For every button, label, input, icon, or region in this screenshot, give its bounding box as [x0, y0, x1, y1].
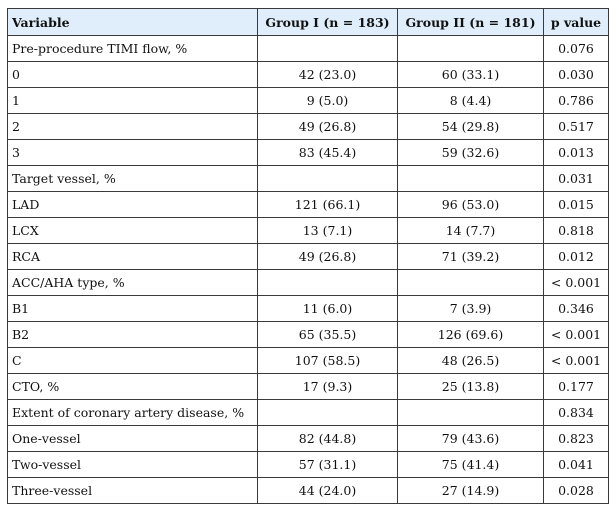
cell-group-1: 83 (45.4)	[257, 139, 398, 166]
cell-group-1: 57 (31.1)	[257, 451, 398, 478]
table-row: 3 83 (45.4) 59 (32.6) 0.013	[7, 139, 609, 166]
cell-group-2: 27 (14.9)	[397, 477, 544, 504]
table-row: LAD 121 (66.1) 96 (53.0) 0.015	[7, 191, 609, 218]
cell-group-1: 13 (7.1)	[257, 217, 398, 244]
table-row: RCA 49 (26.8) 71 (39.2) 0.012	[7, 243, 609, 270]
cell-p-value: 0.076	[543, 35, 609, 62]
cell-group-1	[257, 35, 398, 62]
cell-group-2: 75 (41.4)	[397, 451, 544, 478]
column-header-group-2: Group II (n = 181)	[397, 8, 544, 36]
table-header: Variable Group I (n = 183) Group II (n =…	[7, 8, 609, 36]
cell-variable: B1	[7, 295, 258, 322]
cell-group-2: 60 (33.1)	[397, 61, 544, 88]
table-row: Extent of coronary artery disease, % 0.83…	[7, 399, 609, 426]
cell-p-value: 0.818	[543, 217, 609, 244]
cell-variable: Three-vessel	[7, 477, 258, 504]
cell-group-1: 11 (6.0)	[257, 295, 398, 322]
cell-variable: One-vessel	[7, 425, 258, 452]
cell-variable: 1	[7, 87, 258, 114]
cell-p-value: < 0.001	[543, 321, 609, 348]
cell-variable: 3	[7, 139, 258, 166]
cell-group-1: 121 (66.1)	[257, 191, 398, 218]
table-row: 0 42 (23.0) 60 (33.1) 0.030	[7, 61, 609, 88]
cell-variable: Two-vessel	[7, 451, 258, 478]
cell-group-2: 59 (32.6)	[397, 139, 544, 166]
cell-group-2	[397, 269, 544, 296]
column-header-p-value: p value	[543, 8, 609, 36]
cell-variable: 0	[7, 61, 258, 88]
table-row: CTO, % 17 (9.3) 25 (13.8) 0.177	[7, 373, 609, 400]
table-row: C 107 (58.5) 48 (26.5) < 0.001	[7, 347, 609, 374]
cell-group-1	[257, 165, 398, 192]
table-row: B2 65 (35.5) 126 (69.6) < 0.001	[7, 321, 609, 348]
cell-group-2: 14 (7.7)	[397, 217, 544, 244]
cell-p-value: 0.041	[543, 451, 609, 478]
cell-p-value: 0.786	[543, 87, 609, 114]
cell-p-value: 0.028	[543, 477, 609, 504]
cell-group-2: 48 (26.5)	[397, 347, 544, 374]
column-header-variable: Variable	[7, 8, 258, 36]
cell-group-1: 17 (9.3)	[257, 373, 398, 400]
table-row: ACC/AHA type, % < 0.001	[7, 269, 609, 296]
cell-variable: C	[7, 347, 258, 374]
cell-group-2: 25 (13.8)	[397, 373, 544, 400]
cell-group-1: 49 (26.8)	[257, 113, 398, 140]
cell-variable: B2	[7, 321, 258, 348]
cell-p-value: 0.030	[543, 61, 609, 88]
table-row: One-vessel 82 (44.8) 79 (43.6) 0.823	[7, 425, 609, 452]
column-header-group-1: Group I (n = 183)	[257, 8, 398, 36]
cell-variable: LCX	[7, 217, 258, 244]
cell-group-1	[257, 269, 398, 296]
cell-p-value: 0.517	[543, 113, 609, 140]
cell-p-value: 0.823	[543, 425, 609, 452]
cell-group-2	[397, 165, 544, 192]
cell-group-2: 8 (4.4)	[397, 87, 544, 114]
table-row: Three-vessel 44 (24.0) 27 (14.9) 0.028	[7, 477, 609, 504]
cell-group-2: 54 (29.8)	[397, 113, 544, 140]
cell-group-1: 82 (44.8)	[257, 425, 398, 452]
cell-p-value: 0.346	[543, 295, 609, 322]
cell-group-1	[257, 399, 398, 426]
cell-variable: Target vessel, %	[7, 165, 258, 192]
cell-group-2: 96 (53.0)	[397, 191, 544, 218]
angiographic-characteristics-table: Variable Group I (n = 183) Group II (n =…	[7, 8, 609, 504]
cell-p-value: 0.834	[543, 399, 609, 426]
cell-group-2	[397, 35, 544, 62]
table-row: LCX 13 (7.1) 14 (7.7) 0.818	[7, 217, 609, 244]
cell-group-2	[397, 399, 544, 426]
cell-group-2: 71 (39.2)	[397, 243, 544, 270]
table-row: Target vessel, % 0.031	[7, 165, 609, 192]
cell-variable: LAD	[7, 191, 258, 218]
table-row: B1 11 (6.0) 7 (3.9) 0.346	[7, 295, 609, 322]
cell-variable: 2	[7, 113, 258, 140]
cell-group-1: 42 (23.0)	[257, 61, 398, 88]
cell-p-value: 0.031	[543, 165, 609, 192]
table-row: 2 49 (26.8) 54 (29.8) 0.517	[7, 113, 609, 140]
cell-p-value: < 0.001	[543, 269, 609, 296]
cell-variable: Extent of coronary artery disease, %	[7, 399, 258, 426]
cell-group-1: 9 (5.0)	[257, 87, 398, 114]
cell-p-value: 0.012	[543, 243, 609, 270]
table-row: Pre-procedure TIMI flow, % 0.076	[7, 35, 609, 62]
cell-group-1: 65 (35.5)	[257, 321, 398, 348]
table-body: Pre-procedure TIMI flow, % 0.076 0 42 (23.0…	[7, 35, 609, 504]
cell-p-value: 0.177	[543, 373, 609, 400]
cell-variable: ACC/AHA type, %	[7, 269, 258, 296]
cell-group-2: 79 (43.6)	[397, 425, 544, 452]
header-row: Variable Group I (n = 183) Group II (n =…	[7, 8, 609, 36]
table-container: Variable Group I (n = 183) Group II (n =…	[7, 8, 609, 504]
cell-group-1: 49 (26.8)	[257, 243, 398, 270]
cell-variable: RCA	[7, 243, 258, 270]
cell-group-2: 126 (69.6)	[397, 321, 544, 348]
cell-group-1: 44 (24.0)	[257, 477, 398, 504]
cell-p-value: < 0.001	[543, 347, 609, 374]
cell-variable: CTO, %	[7, 373, 258, 400]
cell-variable: Pre-procedure TIMI flow, %	[7, 35, 258, 62]
cell-group-2: 7 (3.9)	[397, 295, 544, 322]
cell-p-value: 0.013	[543, 139, 609, 166]
cell-group-1: 107 (58.5)	[257, 347, 398, 374]
table-row: Two-vessel 57 (31.1) 75 (41.4) 0.041	[7, 451, 609, 478]
cell-p-value: 0.015	[543, 191, 609, 218]
